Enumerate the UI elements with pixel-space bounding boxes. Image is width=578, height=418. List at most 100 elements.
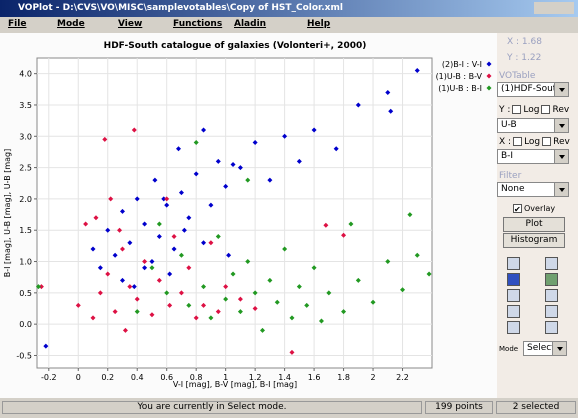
point: [156, 221, 162, 227]
point: [370, 299, 376, 305]
x-tick-label: 1.4: [278, 373, 291, 382]
menu-item[interactable]: Functions: [173, 19, 223, 29]
tool-icon[interactable]: [545, 257, 558, 270]
point: [112, 252, 118, 258]
point: [108, 196, 114, 202]
point: [186, 215, 192, 221]
menu-item[interactable]: File: [8, 19, 27, 29]
checkbox[interactable]: [512, 105, 522, 114]
point: [267, 277, 273, 283]
filter-label: Filter: [499, 171, 522, 181]
point: [119, 246, 125, 252]
point: [407, 212, 413, 218]
point: [119, 208, 125, 214]
tool-icon[interactable]: [507, 321, 520, 334]
menu-item[interactable]: Mode: [57, 19, 85, 29]
point: [161, 196, 167, 202]
point: [90, 246, 96, 252]
point: [201, 240, 207, 246]
tool-icon[interactable]: [545, 305, 558, 318]
checkbox[interactable]: ✔: [513, 204, 522, 214]
combo-text: None: [501, 184, 525, 194]
point: [127, 240, 133, 246]
side-panel: X : 1.68 Y : 1.22 VOTable (1)HDF-South Y…: [497, 33, 578, 398]
tool-icon[interactable]: [507, 257, 520, 270]
point: [134, 296, 140, 302]
y-rev: Rev: [552, 105, 570, 115]
legend-swatch: [486, 85, 492, 91]
x-tick-label: 1.8: [337, 373, 350, 382]
combo-text: U-B: [501, 120, 517, 130]
point: [215, 158, 221, 164]
point: [348, 221, 354, 227]
menu-item[interactable]: Aladin: [234, 19, 267, 29]
title-bar: VOPlot - D:\CVS\VO\MISC\samplevotables\C…: [0, 0, 578, 17]
point: [105, 227, 111, 233]
tool-icon[interactable]: [507, 273, 520, 286]
menu-item[interactable]: Help: [307, 19, 331, 29]
point: [164, 196, 170, 202]
point: [127, 284, 133, 290]
point: [142, 259, 148, 265]
point: [341, 309, 347, 315]
legend-swatch: [486, 61, 492, 67]
y-tick-label: 3.5: [19, 101, 32, 110]
y-log: Log: [523, 105, 540, 115]
tool-icon[interactable]: [507, 305, 520, 318]
y-tick-label: -0.5: [16, 351, 32, 360]
point: [164, 290, 170, 296]
plot-frame: [36, 57, 433, 369]
x-tick-label: 1: [223, 373, 228, 382]
point: [267, 177, 273, 183]
tool-icon[interactable]: [545, 273, 558, 286]
histogram-button[interactable]: Histogram: [503, 233, 565, 248]
plot-button[interactable]: Plot: [503, 217, 565, 232]
point: [149, 312, 155, 318]
point: [193, 315, 199, 321]
point: [186, 265, 192, 271]
point: [167, 271, 173, 277]
point: [134, 196, 140, 202]
point: [149, 265, 155, 271]
status-message: You are currently in Select mode.: [2, 401, 422, 414]
point: [178, 252, 184, 258]
checkbox[interactable]: [542, 137, 552, 146]
chart-title: HDF-South catalogue of galaxies (Volonte…: [104, 41, 367, 51]
tool-icon[interactable]: [545, 289, 558, 302]
point: [134, 309, 140, 315]
x-tick-label: -0.2: [41, 373, 57, 382]
filter-combo[interactable]: None: [497, 182, 569, 197]
point: [326, 290, 332, 296]
votable-combo[interactable]: (1)HDF-South: [497, 82, 569, 97]
y-label: Y :: [499, 105, 511, 115]
checkbox[interactable]: [513, 137, 523, 146]
window-title: VOPlot - D:\CVS\VO\MISC\samplevotables\C…: [18, 3, 343, 13]
point: [131, 127, 137, 133]
point: [230, 271, 236, 277]
menu-item[interactable]: View: [118, 19, 143, 29]
point: [296, 284, 302, 290]
mode-combo[interactable]: Select: [523, 341, 567, 356]
point: [223, 183, 229, 189]
checkbox[interactable]: [541, 105, 551, 114]
point: [122, 327, 128, 333]
point: [112, 309, 118, 315]
y-tick-label: 0.5: [19, 289, 32, 298]
y-column-combo[interactable]: U-B: [497, 118, 569, 133]
window-controls[interactable]: [534, 2, 574, 14]
overlay-option[interactable]: ✔ Overlay: [511, 204, 555, 214]
votable-label: VOTable: [499, 71, 536, 81]
point: [201, 302, 207, 308]
point: [289, 349, 295, 355]
point: [311, 265, 317, 271]
combo-text: Select: [527, 343, 555, 353]
point: [97, 290, 103, 296]
x-column-combo[interactable]: B-I: [497, 149, 569, 164]
point: [156, 233, 162, 239]
tool-icon[interactable]: [545, 321, 558, 334]
point: [385, 89, 391, 95]
tool-icon[interactable]: [507, 289, 520, 302]
point: [311, 127, 317, 133]
y-tick-label: 1.0: [19, 258, 32, 267]
